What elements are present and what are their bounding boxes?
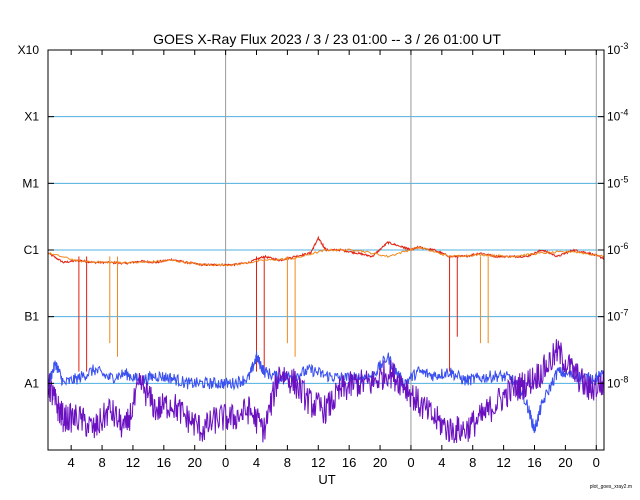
right-axis-label-5: 10-3: [607, 41, 628, 57]
x-tick-label-16: 20: [558, 455, 572, 470]
x-axis-tick-labels: 4 8 12 16 20 0 4 8 12 16 20 0 4 8 12 16 20 0: [68, 455, 600, 470]
right-axis-label-1: 10-7: [607, 308, 628, 324]
x-tick-label-9: 16: [342, 455, 356, 470]
x-tick-label-12: 4: [438, 455, 445, 470]
x-tick-label-15: 16: [527, 455, 541, 470]
chart-title: GOES X-Ray Flux 2023 / 3 / 23 01:00 -- 3…: [153, 31, 501, 47]
x-tick-label-10: 20: [373, 455, 387, 470]
right-axis-label-3: 10-5: [607, 174, 628, 190]
left-axis-labels: A1 B1 C1 M1 X1 X10: [18, 43, 40, 390]
footer-text: plot_goes_xray2.m: [590, 484, 632, 490]
left-axis-label-A1: A1: [24, 376, 39, 390]
x-tick-label-14: 12: [496, 455, 510, 470]
x-tick-label-17: 0: [593, 455, 600, 470]
x-tick-label-11: 0: [407, 455, 414, 470]
series-line-1: [48, 246, 604, 267]
series-line-3: [48, 339, 604, 444]
series-group: [48, 235, 604, 444]
x-tick-label-3: 16: [157, 455, 171, 470]
right-axis-label-2: 10-6: [607, 241, 628, 257]
right-axis-label-4: 10-4: [607, 108, 628, 124]
right-axis-labels: 10-8 10-7 10-6 10-5 10-4 10-3: [607, 41, 628, 390]
x-axis-label: UT: [318, 472, 335, 487]
axis-ticks: [48, 49, 604, 451]
x-tick-label-2: 12: [126, 455, 140, 470]
x-tick-label-0: 4: [68, 455, 75, 470]
left-axis-label-C1: C1: [24, 243, 40, 257]
left-axis-label-X10: X10: [18, 43, 40, 57]
x-tick-label-4: 20: [187, 455, 201, 470]
series-line-0: [48, 235, 604, 267]
x-tick-label-1: 8: [98, 455, 105, 470]
x-tick-label-13: 8: [469, 455, 476, 470]
left-axis-label-X1: X1: [24, 110, 39, 124]
left-axis-label-B1: B1: [24, 310, 39, 324]
x-tick-label-7: 8: [284, 455, 291, 470]
left-axis-label-M1: M1: [22, 176, 39, 190]
x-tick-label-8: 12: [311, 455, 325, 470]
right-axis-label-0: 10-8: [607, 374, 628, 390]
x-tick-label-6: 4: [253, 455, 260, 470]
x-tick-label-5: 0: [222, 455, 229, 470]
